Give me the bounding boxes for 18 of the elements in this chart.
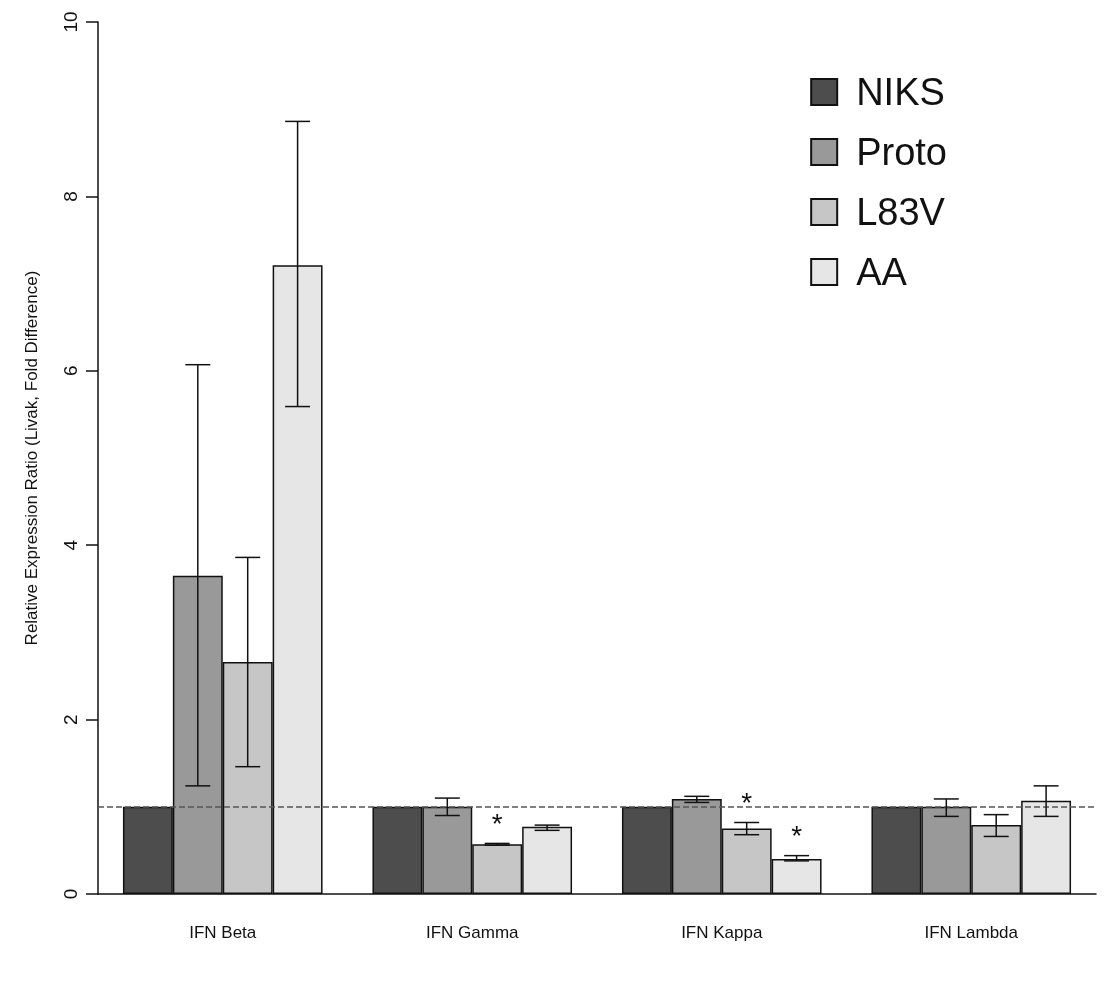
- y-tick-label: 2: [60, 714, 81, 725]
- x-tick-label: IFN Beta: [189, 923, 257, 942]
- y-tick-label: 10: [60, 11, 81, 33]
- legend-label: L83V: [856, 191, 946, 233]
- x-tick-label: IFN Kappa: [681, 923, 763, 942]
- data-label: *: [491, 807, 503, 839]
- data-label: *: [741, 787, 753, 818]
- y-tick-label: 0: [60, 888, 81, 900]
- y-tick-label: 6: [60, 365, 81, 377]
- y-tick-label: 4: [60, 539, 81, 551]
- legend-label: AA: [856, 251, 908, 293]
- legend-label: NIKS: [856, 71, 945, 113]
- legend-label: Proto: [856, 131, 947, 173]
- data-label: *: [791, 820, 803, 852]
- x-tick-label: IFN Gamma: [425, 923, 520, 942]
- x-tick-label: IFN Lambda: [924, 923, 1019, 942]
- y-tick-label: 8: [60, 191, 81, 202]
- y-axis-title: Relative Expression Ratio (Livak, Fold Difference): [22, 270, 41, 646]
